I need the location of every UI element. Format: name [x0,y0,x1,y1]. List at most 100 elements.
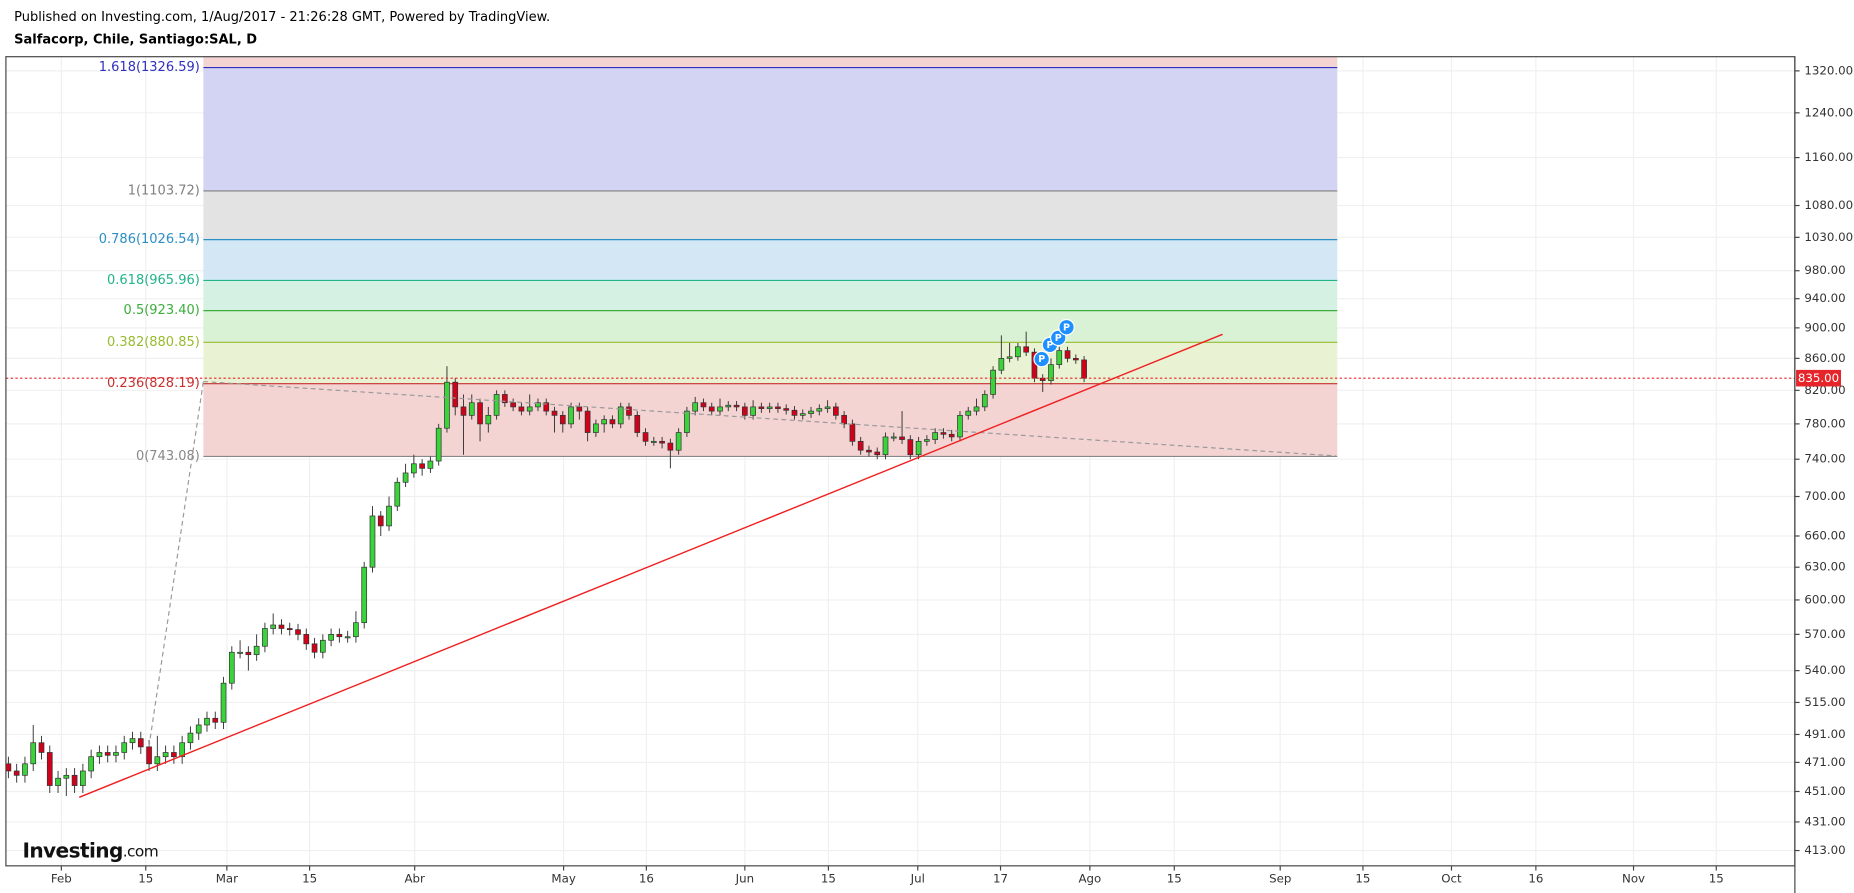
x-tick-label: 15 [1355,871,1370,885]
candle-body [46,752,53,786]
candle-body [344,636,351,639]
y-tick-label: 630.00 [1804,560,1845,574]
candle-body [551,410,558,416]
candle-body [311,643,318,653]
candle-body [427,460,434,469]
candle-body [80,770,86,786]
y-tick-label: 900.00 [1804,320,1845,334]
candle-body [684,410,690,433]
candle-body [129,738,136,744]
candle-body [874,451,881,456]
candle-body [1081,359,1087,379]
candle-body [808,410,814,415]
candle-body [502,394,508,404]
candle-body [270,624,277,629]
candle-body [187,732,194,744]
candle-body [30,742,37,765]
candle-body [948,433,955,438]
candle-body [154,756,161,765]
y-tick-label: 980.00 [1804,263,1845,277]
candle-body [452,381,459,408]
x-tick-label: Jun [735,871,754,885]
candle-body [286,628,293,631]
candle-body [253,645,260,656]
candle-body [195,724,202,734]
x-tick-label: Jul [910,871,925,885]
candle-body [659,440,665,444]
candle-body [601,419,608,425]
candle-body [104,752,111,756]
fib-label: 0.236(828.19) [107,376,200,391]
candle-body [1048,364,1054,381]
y-tick-label: 1160.00 [1804,150,1853,164]
fib-label: 0(743.08) [136,449,200,464]
fib-band [203,190,1338,240]
candle-body [485,414,492,425]
candle-body [212,717,219,723]
candle-body [1056,350,1063,366]
y-tick-label: 515.00 [1804,695,1845,709]
candle-body [38,742,45,753]
candle-body [237,651,243,654]
candle-body [1072,358,1079,361]
candle-body [278,624,285,629]
fib-band [203,280,1338,311]
candle-body [866,449,872,453]
x-tick-label: 16 [639,871,654,885]
candle-body [22,763,28,776]
x-tick-label: May [551,871,575,885]
candle-body [593,423,599,433]
fib-label: 1(1103.72) [128,183,200,198]
y-tick-label: 413.00 [1804,843,1845,857]
candle-body [725,404,732,408]
y-tick-label: 471.00 [1804,755,1845,769]
candle-body [741,406,748,416]
candle-body [799,413,806,416]
y-tick-label: 780.00 [1804,416,1845,430]
candle-body [849,423,856,442]
fib-top-band [203,56,1338,68]
y-tick-label: 540.00 [1804,663,1845,677]
candle-body [113,752,119,756]
candle-body [609,419,616,425]
published-note: Published on Investing.com, 1/Aug/2017 -… [14,10,550,25]
y-tick-label: 940.00 [1804,291,1845,305]
candle-body [700,402,707,408]
candle-body [1023,346,1030,353]
fib-label: 1.618(1326.59) [99,60,200,75]
candle-body [965,410,972,416]
candle-body [882,436,889,456]
candle-body [5,763,12,772]
candle-body [576,406,583,412]
candle-body [386,505,392,527]
candle-body [55,777,61,786]
candle-body [766,406,773,409]
candle-body [758,406,765,409]
fib-band [203,239,1338,281]
logo-name: Investing [22,838,122,862]
y-tick-label: 1240.00 [1804,105,1853,119]
x-tick-label: Abr [404,871,425,885]
logo: Investing.com [22,838,158,862]
candle-body [1006,356,1013,359]
candle-body [13,770,20,776]
candle-body [328,634,334,641]
last-price-badge [1796,369,1841,387]
candle-body [220,682,227,723]
candle-body [71,774,78,786]
candle-body [137,738,144,748]
candle-body [394,481,401,507]
event-marker-label: P [1047,340,1054,351]
candle-body [816,408,823,412]
candle-body [990,369,996,395]
candle-body [510,402,516,408]
candles [5,331,1087,796]
candle-body [493,394,500,416]
candle-body [245,651,252,656]
candle-body [336,634,343,638]
candle-body [568,406,574,425]
event-marker-label: P [1038,354,1045,365]
fib-band [203,310,1338,343]
